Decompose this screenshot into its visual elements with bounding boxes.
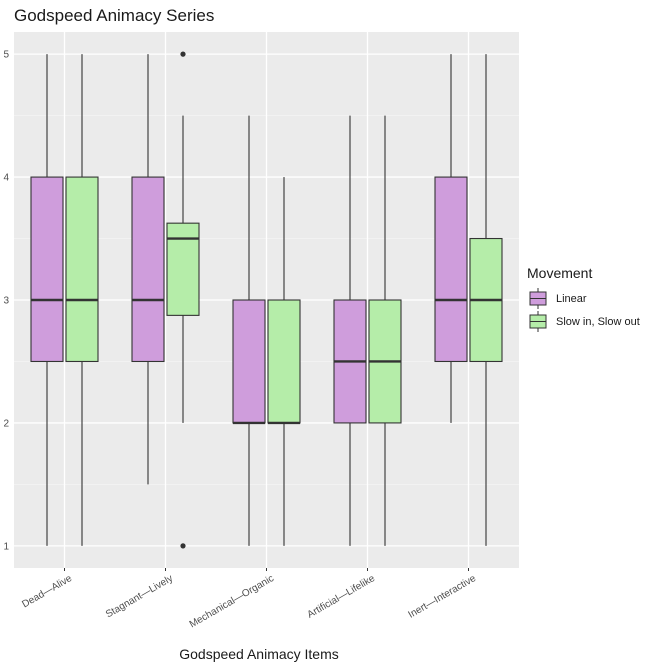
box-body (131, 176, 165, 363)
chart-title: Godspeed Animacy Series (14, 6, 214, 25)
legend: Movement Linear Slow in, Slow out (527, 265, 640, 332)
box-layer (30, 51, 503, 549)
x-axis-ticks: Dead—Alive Stagnant—Lively Mechanical—Orga… (20, 568, 478, 630)
y-axis-ticks: 1 2 3 4 5 (3, 50, 9, 553)
legend-label-slow-in-slow-out: Slow in, Slow out (556, 316, 640, 328)
box-1-0 (65, 54, 99, 546)
outlier-point (180, 543, 186, 549)
x-axis-title: Godspeed Animacy Items (179, 646, 339, 662)
legend-key-linear (529, 288, 547, 309)
y-tick-label: 2 (3, 418, 9, 429)
box-0-0 (30, 54, 64, 546)
box-0-3 (333, 115, 367, 546)
box-body (65, 176, 99, 363)
x-tick-label: Mechanical—Organic (188, 573, 276, 630)
legend-title: Movement (527, 265, 592, 281)
box-body (267, 299, 301, 424)
y-tick-label: 3 (3, 296, 9, 307)
x-tick-label: Stagnant—Lively (104, 573, 175, 620)
y-tick-label: 1 (3, 541, 9, 552)
box-1-1 (166, 51, 200, 549)
box-1-3 (368, 115, 402, 546)
outlier-point (180, 51, 186, 57)
x-tick-label: Inert—Interactive (407, 573, 479, 621)
x-tick-label: Dead—Alive (20, 573, 74, 611)
box-0-4 (434, 54, 468, 423)
box-0-1 (131, 54, 165, 485)
y-tick-label: 5 (3, 50, 9, 61)
box-body (166, 222, 200, 316)
box-1-2 (267, 177, 301, 546)
box-0-2 (232, 115, 266, 546)
box-1-4 (469, 54, 503, 546)
box-body (434, 176, 468, 363)
y-tick-label: 4 (3, 173, 9, 184)
legend-label-linear: Linear (556, 293, 587, 305)
legend-key-slow-in-slow-out (529, 311, 547, 332)
x-tick-label: Artificial—Lifelike (306, 573, 378, 621)
box-body (232, 299, 266, 424)
box-body (30, 176, 64, 363)
